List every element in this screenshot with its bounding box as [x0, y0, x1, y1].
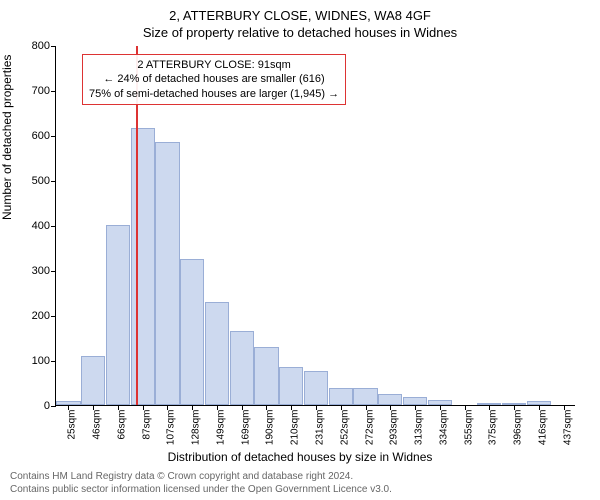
histogram-bar [279, 367, 303, 405]
attribution-footer: Contains HM Land Registry data © Crown c… [10, 471, 392, 496]
xtick-label: 149sqm [215, 410, 226, 446]
histogram-bar [205, 302, 229, 406]
ytick-label: 100 [14, 355, 50, 367]
ytick-mark [51, 361, 56, 362]
xtick-label: 190sqm [265, 410, 276, 446]
histogram-bar [329, 388, 353, 405]
chart-area: 010020030040050060070080025sqm46sqm66sqm… [55, 46, 575, 406]
chart-title-line1: 2, ATTERBURY CLOSE, WIDNES, WA8 4GF [0, 8, 600, 23]
xtick-label: 169sqm [240, 410, 251, 446]
xtick-label: 210sqm [290, 410, 301, 446]
ytick-label: 500 [14, 175, 50, 187]
reference-callout: 2 ATTERBURY CLOSE: 91sqm ← 24% of detach… [82, 54, 346, 105]
callout-line3: 75% of semi-detached houses are larger (… [89, 87, 339, 101]
ytick-mark [51, 181, 56, 182]
footer-line2: Contains public sector information licen… [10, 484, 392, 497]
xtick-label: 231sqm [315, 410, 326, 446]
histogram-bar [81, 356, 105, 405]
ytick-label: 0 [14, 400, 50, 412]
callout-line1: 2 ATTERBURY CLOSE: 91sqm [89, 58, 339, 72]
histogram-bar [155, 142, 179, 405]
xtick-label: 272sqm [364, 410, 375, 446]
ytick-label: 300 [14, 265, 50, 277]
histogram-bar [304, 371, 328, 405]
xtick-label: 25sqm [67, 410, 78, 440]
ytick-label: 800 [14, 40, 50, 52]
histogram-bar [353, 388, 377, 405]
ytick-mark [51, 406, 56, 407]
chart-title-block: 2, ATTERBURY CLOSE, WIDNES, WA8 4GF Size… [0, 0, 600, 40]
xtick-label: 66sqm [116, 410, 127, 440]
xtick-label: 293sqm [389, 410, 400, 446]
histogram-bar [378, 394, 402, 405]
xtick-label: 46sqm [92, 410, 103, 440]
histogram-bar [230, 331, 254, 405]
histogram-bar [131, 128, 155, 405]
y-axis-label: Number of detached properties [0, 55, 14, 220]
xtick-label: 87sqm [141, 410, 152, 440]
histogram-bar [254, 347, 278, 406]
ytick-mark [51, 46, 56, 47]
chart-title-line2: Size of property relative to detached ho… [0, 25, 600, 40]
xtick-label: 313sqm [414, 410, 425, 446]
ytick-mark [51, 226, 56, 227]
xtick-label: 252sqm [339, 410, 350, 446]
ytick-mark [51, 136, 56, 137]
ytick-mark [51, 91, 56, 92]
ytick-label: 600 [14, 130, 50, 142]
footer-line1: Contains HM Land Registry data © Crown c… [10, 471, 392, 484]
histogram-bar [403, 397, 427, 405]
xtick-label: 437sqm [562, 410, 573, 446]
histogram-bar [106, 225, 130, 405]
xtick-label: 396sqm [513, 410, 524, 446]
xtick-label: 128sqm [191, 410, 202, 446]
plot-area: 010020030040050060070080025sqm46sqm66sqm… [55, 46, 575, 406]
ytick-label: 700 [14, 85, 50, 97]
ytick-label: 400 [14, 220, 50, 232]
x-axis-label: Distribution of detached houses by size … [0, 450, 600, 464]
histogram-bar [180, 259, 204, 405]
xtick-label: 355sqm [463, 410, 474, 446]
xtick-label: 334sqm [438, 410, 449, 446]
xtick-label: 416sqm [537, 410, 548, 446]
ytick-mark [51, 271, 56, 272]
xtick-label: 107sqm [166, 410, 177, 446]
callout-line2: ← 24% of detached houses are smaller (61… [89, 72, 339, 86]
ytick-mark [51, 316, 56, 317]
xtick-label: 375sqm [488, 410, 499, 446]
ytick-label: 200 [14, 310, 50, 322]
